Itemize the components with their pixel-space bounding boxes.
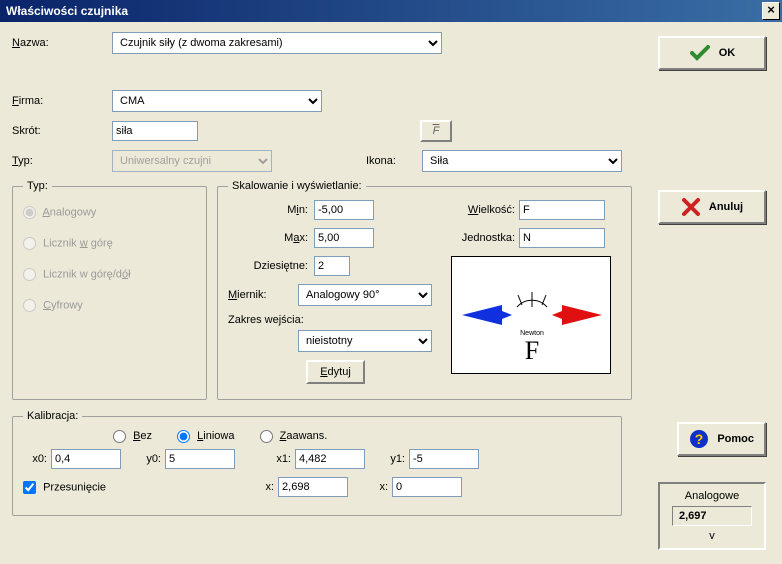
- edit-button[interactable]: Edytuj: [306, 360, 365, 384]
- radio-counter-updown: Licznik w górę/dół: [23, 268, 196, 281]
- cancel-button[interactable]: Anuluj: [658, 190, 766, 224]
- x1-input[interactable]: [295, 449, 365, 469]
- min-label: Min:: [228, 204, 314, 216]
- meter-label: Miernik:: [228, 289, 298, 301]
- range-label: Zakres wejścia:: [228, 314, 304, 326]
- name-select[interactable]: Czujnik siły (z dwoma zakresami): [112, 32, 442, 54]
- x0-label: x0:: [23, 453, 51, 465]
- radio-liniowa[interactable]: Liniowa: [177, 430, 234, 442]
- icon-select[interactable]: Siła: [422, 150, 622, 172]
- x0-input[interactable]: [51, 449, 121, 469]
- svg-text:?: ?: [695, 431, 704, 447]
- y1-label: y1:: [365, 453, 409, 465]
- max-label: Max:: [228, 232, 314, 244]
- shift-checkbox[interactable]: Przesunięcie: [23, 481, 106, 494]
- y1-input[interactable]: [409, 449, 479, 469]
- x2-label: x:: [348, 481, 392, 493]
- icon-label: Ikona:: [366, 155, 422, 167]
- type-label: Typ:: [12, 155, 112, 167]
- cancel-label: Anuluj: [709, 201, 743, 213]
- window-title: Właściwości czujnika: [6, 4, 128, 18]
- radio-analog: Analogowy: [23, 206, 196, 219]
- unit-label: Jednostka:: [451, 232, 519, 244]
- abbr-label: Skrót:: [12, 125, 112, 137]
- x2-input[interactable]: [392, 477, 462, 497]
- meter-preview: Newton F: [451, 256, 611, 374]
- firm-label: Firma:: [12, 95, 112, 107]
- firm-select[interactable]: CMA: [112, 90, 322, 112]
- title-bar: Właściwości czujnika ×: [0, 0, 782, 22]
- min-input[interactable]: [314, 200, 374, 220]
- readout-box: Analogowe 2,697 v: [658, 482, 766, 550]
- max-input[interactable]: [314, 228, 374, 248]
- radio-zaawans[interactable]: Zaawans.: [260, 430, 328, 442]
- help-label: Pomoc: [717, 433, 754, 445]
- readout-value: 2,697: [672, 506, 752, 526]
- ok-button[interactable]: OK: [658, 36, 766, 70]
- ok-check-icon: [689, 43, 711, 63]
- radio-counter-up: Licznik w górę: [23, 237, 196, 250]
- type-select: Uniwersalny czujni: [112, 150, 272, 172]
- dec-label: Dziesiętne:: [228, 260, 314, 272]
- dec-input[interactable]: [314, 256, 350, 276]
- x-label: x:: [256, 481, 278, 493]
- scaling-legend: Skalowanie i wyświetlanie:: [228, 180, 366, 192]
- unit-input[interactable]: [519, 228, 605, 248]
- radio-bez[interactable]: Bez: [113, 430, 152, 442]
- type-group: Typ: Analogowy Licznik w górę Licznik w …: [12, 180, 207, 400]
- help-button[interactable]: ? Pomoc: [677, 422, 766, 456]
- qty-input[interactable]: [519, 200, 605, 220]
- help-icon: ?: [689, 429, 709, 449]
- cancel-x-icon: [681, 197, 701, 217]
- abbr-input[interactable]: [112, 121, 198, 141]
- y0-label: y0:: [121, 453, 165, 465]
- range-select[interactable]: nieistotny: [298, 330, 432, 352]
- x1-label: x1:: [235, 453, 295, 465]
- readout-title: Analogowe: [666, 490, 758, 502]
- calib-group: Kalibracja: Bez Liniowa Zaawans. x0: y0:…: [12, 410, 622, 516]
- gauge-icon: Newton F: [452, 257, 612, 375]
- icon-preview[interactable]: F: [420, 120, 452, 142]
- name-label: Nazwa:: [12, 37, 112, 49]
- ok-label: OK: [719, 47, 736, 59]
- close-button[interactable]: ×: [762, 2, 780, 20]
- x-input[interactable]: [278, 477, 348, 497]
- svg-text:F: F: [525, 336, 539, 365]
- type-legend: Typ:: [23, 180, 52, 192]
- calib-legend: Kalibracja:: [23, 410, 82, 422]
- scaling-group: Skalowanie i wyświetlanie: Min: Max: Dzi…: [217, 180, 632, 400]
- y0-input[interactable]: [165, 449, 235, 469]
- readout-unit: v: [666, 530, 758, 542]
- radio-digital: Cyfrowy: [23, 299, 196, 312]
- meter-select[interactable]: Analogowy 90°: [298, 284, 432, 306]
- qty-label: Wielkość:: [451, 204, 519, 216]
